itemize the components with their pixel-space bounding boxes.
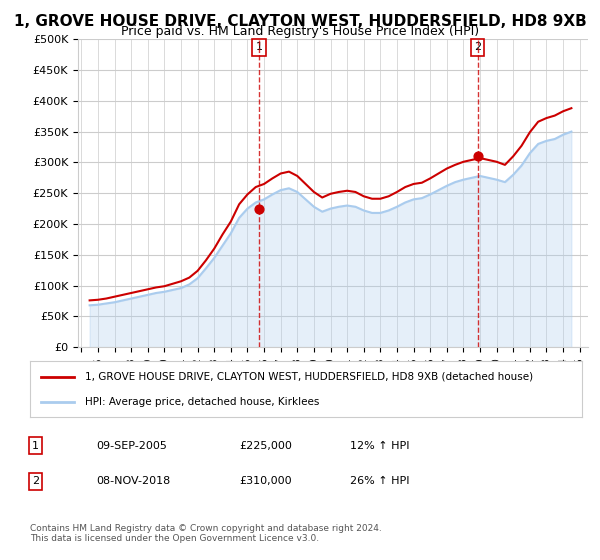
Text: Contains HM Land Registry data © Crown copyright and database right 2024.
This d: Contains HM Land Registry data © Crown c… xyxy=(30,524,382,543)
Text: 1: 1 xyxy=(32,441,39,451)
Text: 1: 1 xyxy=(256,42,262,52)
Point xyxy=(473,152,482,161)
Text: 26% ↑ HPI: 26% ↑ HPI xyxy=(350,476,410,486)
Text: 1, GROVE HOUSE DRIVE, CLAYTON WEST, HUDDERSFIELD, HD8 9XB: 1, GROVE HOUSE DRIVE, CLAYTON WEST, HUDD… xyxy=(14,14,586,29)
Text: 12% ↑ HPI: 12% ↑ HPI xyxy=(350,441,410,451)
Text: 2: 2 xyxy=(474,42,481,52)
Point xyxy=(254,204,264,213)
Text: £225,000: £225,000 xyxy=(240,441,293,451)
Text: 1, GROVE HOUSE DRIVE, CLAYTON WEST, HUDDERSFIELD, HD8 9XB (detached house): 1, GROVE HOUSE DRIVE, CLAYTON WEST, HUDD… xyxy=(85,372,533,382)
Text: 08-NOV-2018: 08-NOV-2018 xyxy=(96,476,170,486)
Text: £310,000: £310,000 xyxy=(240,476,292,486)
Text: 2: 2 xyxy=(32,476,39,486)
Text: 09-SEP-2005: 09-SEP-2005 xyxy=(96,441,167,451)
Text: HPI: Average price, detached house, Kirklees: HPI: Average price, detached house, Kirk… xyxy=(85,396,320,407)
Text: Price paid vs. HM Land Registry's House Price Index (HPI): Price paid vs. HM Land Registry's House … xyxy=(121,25,479,38)
